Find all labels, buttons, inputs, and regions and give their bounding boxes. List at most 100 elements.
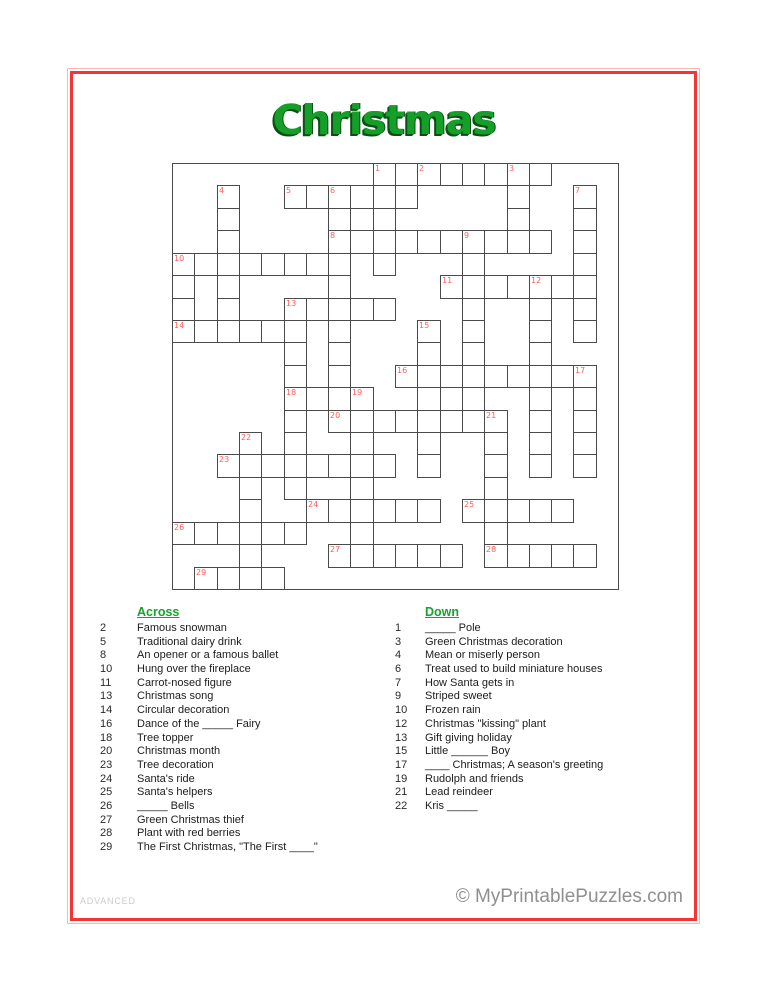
grid-cell[interactable] xyxy=(284,320,307,343)
grid-cell[interactable] xyxy=(284,342,307,366)
grid-cell[interactable] xyxy=(507,230,530,254)
grid-cell[interactable] xyxy=(239,567,262,590)
grid-cell[interactable] xyxy=(573,298,597,321)
grid-cell[interactable] xyxy=(350,298,374,321)
grid-cell[interactable] xyxy=(395,163,418,186)
grid-cell[interactable] xyxy=(261,253,285,276)
grid-cell[interactable] xyxy=(328,365,351,388)
grid-cell[interactable] xyxy=(217,208,240,231)
grid-cell[interactable] xyxy=(507,499,530,523)
grid-cell[interactable] xyxy=(261,454,285,478)
grid-cell[interactable] xyxy=(172,298,195,321)
grid-cell[interactable] xyxy=(350,454,374,478)
grid-cell[interactable] xyxy=(239,432,262,455)
grid-cell[interactable] xyxy=(284,432,307,455)
grid-cell[interactable] xyxy=(239,544,262,568)
grid-cell[interactable] xyxy=(507,544,530,568)
grid-cell[interactable] xyxy=(484,522,508,545)
grid-cell[interactable] xyxy=(284,410,307,433)
grid-cell[interactable] xyxy=(261,567,285,590)
grid-cell[interactable] xyxy=(462,298,485,321)
grid-cell[interactable] xyxy=(373,410,396,433)
grid-cell[interactable] xyxy=(507,275,530,299)
grid-cell[interactable] xyxy=(395,544,418,568)
grid-cell[interactable] xyxy=(529,320,552,343)
grid-cell[interactable] xyxy=(261,320,285,343)
grid-cell[interactable] xyxy=(328,454,351,478)
grid-cell[interactable] xyxy=(194,320,218,343)
grid-cell[interactable] xyxy=(217,253,240,276)
grid-cell[interactable] xyxy=(573,275,597,299)
grid-cell[interactable] xyxy=(328,298,351,321)
grid-cell[interactable] xyxy=(373,253,396,276)
grid-cell[interactable] xyxy=(551,275,574,299)
grid-cell[interactable] xyxy=(440,163,463,186)
grid-cell[interactable] xyxy=(573,544,597,568)
grid-cell[interactable] xyxy=(417,544,441,568)
grid-cell[interactable] xyxy=(306,253,329,276)
grid-cell[interactable] xyxy=(172,275,195,299)
grid-cell[interactable] xyxy=(462,163,485,186)
grid-cell[interactable] xyxy=(395,410,418,433)
grid-cell[interactable] xyxy=(284,477,307,500)
grid-cell[interactable] xyxy=(395,230,418,254)
grid-cell[interactable] xyxy=(328,499,351,523)
grid-cell[interactable] xyxy=(217,298,240,321)
grid-cell[interactable] xyxy=(239,477,262,500)
grid-cell[interactable] xyxy=(573,253,597,276)
grid-cell[interactable] xyxy=(373,208,396,231)
grid-cell[interactable] xyxy=(529,544,552,568)
grid-cell[interactable] xyxy=(529,163,552,186)
grid-cell[interactable] xyxy=(417,365,441,388)
grid-cell[interactable] xyxy=(462,320,485,343)
grid-cell[interactable] xyxy=(440,230,463,254)
grid-cell[interactable] xyxy=(484,454,508,478)
grid-cell[interactable] xyxy=(194,253,218,276)
grid-cell[interactable] xyxy=(573,432,597,455)
grid-cell[interactable] xyxy=(373,544,396,568)
grid-cell[interactable] xyxy=(328,253,351,276)
grid-cell[interactable] xyxy=(194,522,218,545)
grid-cell[interactable] xyxy=(350,387,374,411)
grid-cell[interactable] xyxy=(551,499,574,523)
grid-cell[interactable] xyxy=(328,208,351,231)
grid-cell[interactable] xyxy=(239,454,262,478)
grid-cell[interactable] xyxy=(395,499,418,523)
grid-cell[interactable] xyxy=(484,230,508,254)
grid-cell[interactable] xyxy=(350,477,374,500)
grid-cell[interactable] xyxy=(239,253,262,276)
grid-cell[interactable] xyxy=(217,230,240,254)
grid-cell[interactable] xyxy=(217,275,240,299)
grid-cell[interactable] xyxy=(417,410,441,433)
grid-cell[interactable] xyxy=(484,432,508,455)
grid-cell[interactable] xyxy=(507,185,530,209)
grid-cell[interactable] xyxy=(462,342,485,366)
grid-cell[interactable] xyxy=(573,208,597,231)
grid-cell[interactable] xyxy=(350,544,374,568)
grid-cell[interactable] xyxy=(284,253,307,276)
grid-cell[interactable] xyxy=(440,544,463,568)
grid-cell[interactable] xyxy=(417,230,441,254)
grid-cell[interactable] xyxy=(239,499,262,523)
grid-cell[interactable] xyxy=(484,365,508,388)
grid-cell[interactable] xyxy=(462,253,485,276)
grid-cell[interactable] xyxy=(529,298,552,321)
grid-cell[interactable] xyxy=(373,499,396,523)
grid-cell[interactable] xyxy=(239,320,262,343)
grid-cell[interactable] xyxy=(395,185,418,209)
grid-cell[interactable] xyxy=(573,320,597,343)
grid-cell[interactable] xyxy=(551,365,574,388)
grid-cell[interactable] xyxy=(328,320,351,343)
grid-cell[interactable] xyxy=(328,387,351,411)
grid-cell[interactable] xyxy=(529,342,552,366)
grid-cell[interactable] xyxy=(373,185,396,209)
grid-cell[interactable] xyxy=(462,387,485,411)
grid-cell[interactable] xyxy=(440,410,463,433)
grid-cell[interactable] xyxy=(373,298,396,321)
grid-cell[interactable] xyxy=(350,499,374,523)
grid-cell[interactable] xyxy=(350,185,374,209)
grid-cell[interactable] xyxy=(284,454,307,478)
grid-cell[interactable] xyxy=(484,477,508,500)
grid-cell[interactable] xyxy=(462,410,485,433)
grid-cell[interactable] xyxy=(573,410,597,433)
